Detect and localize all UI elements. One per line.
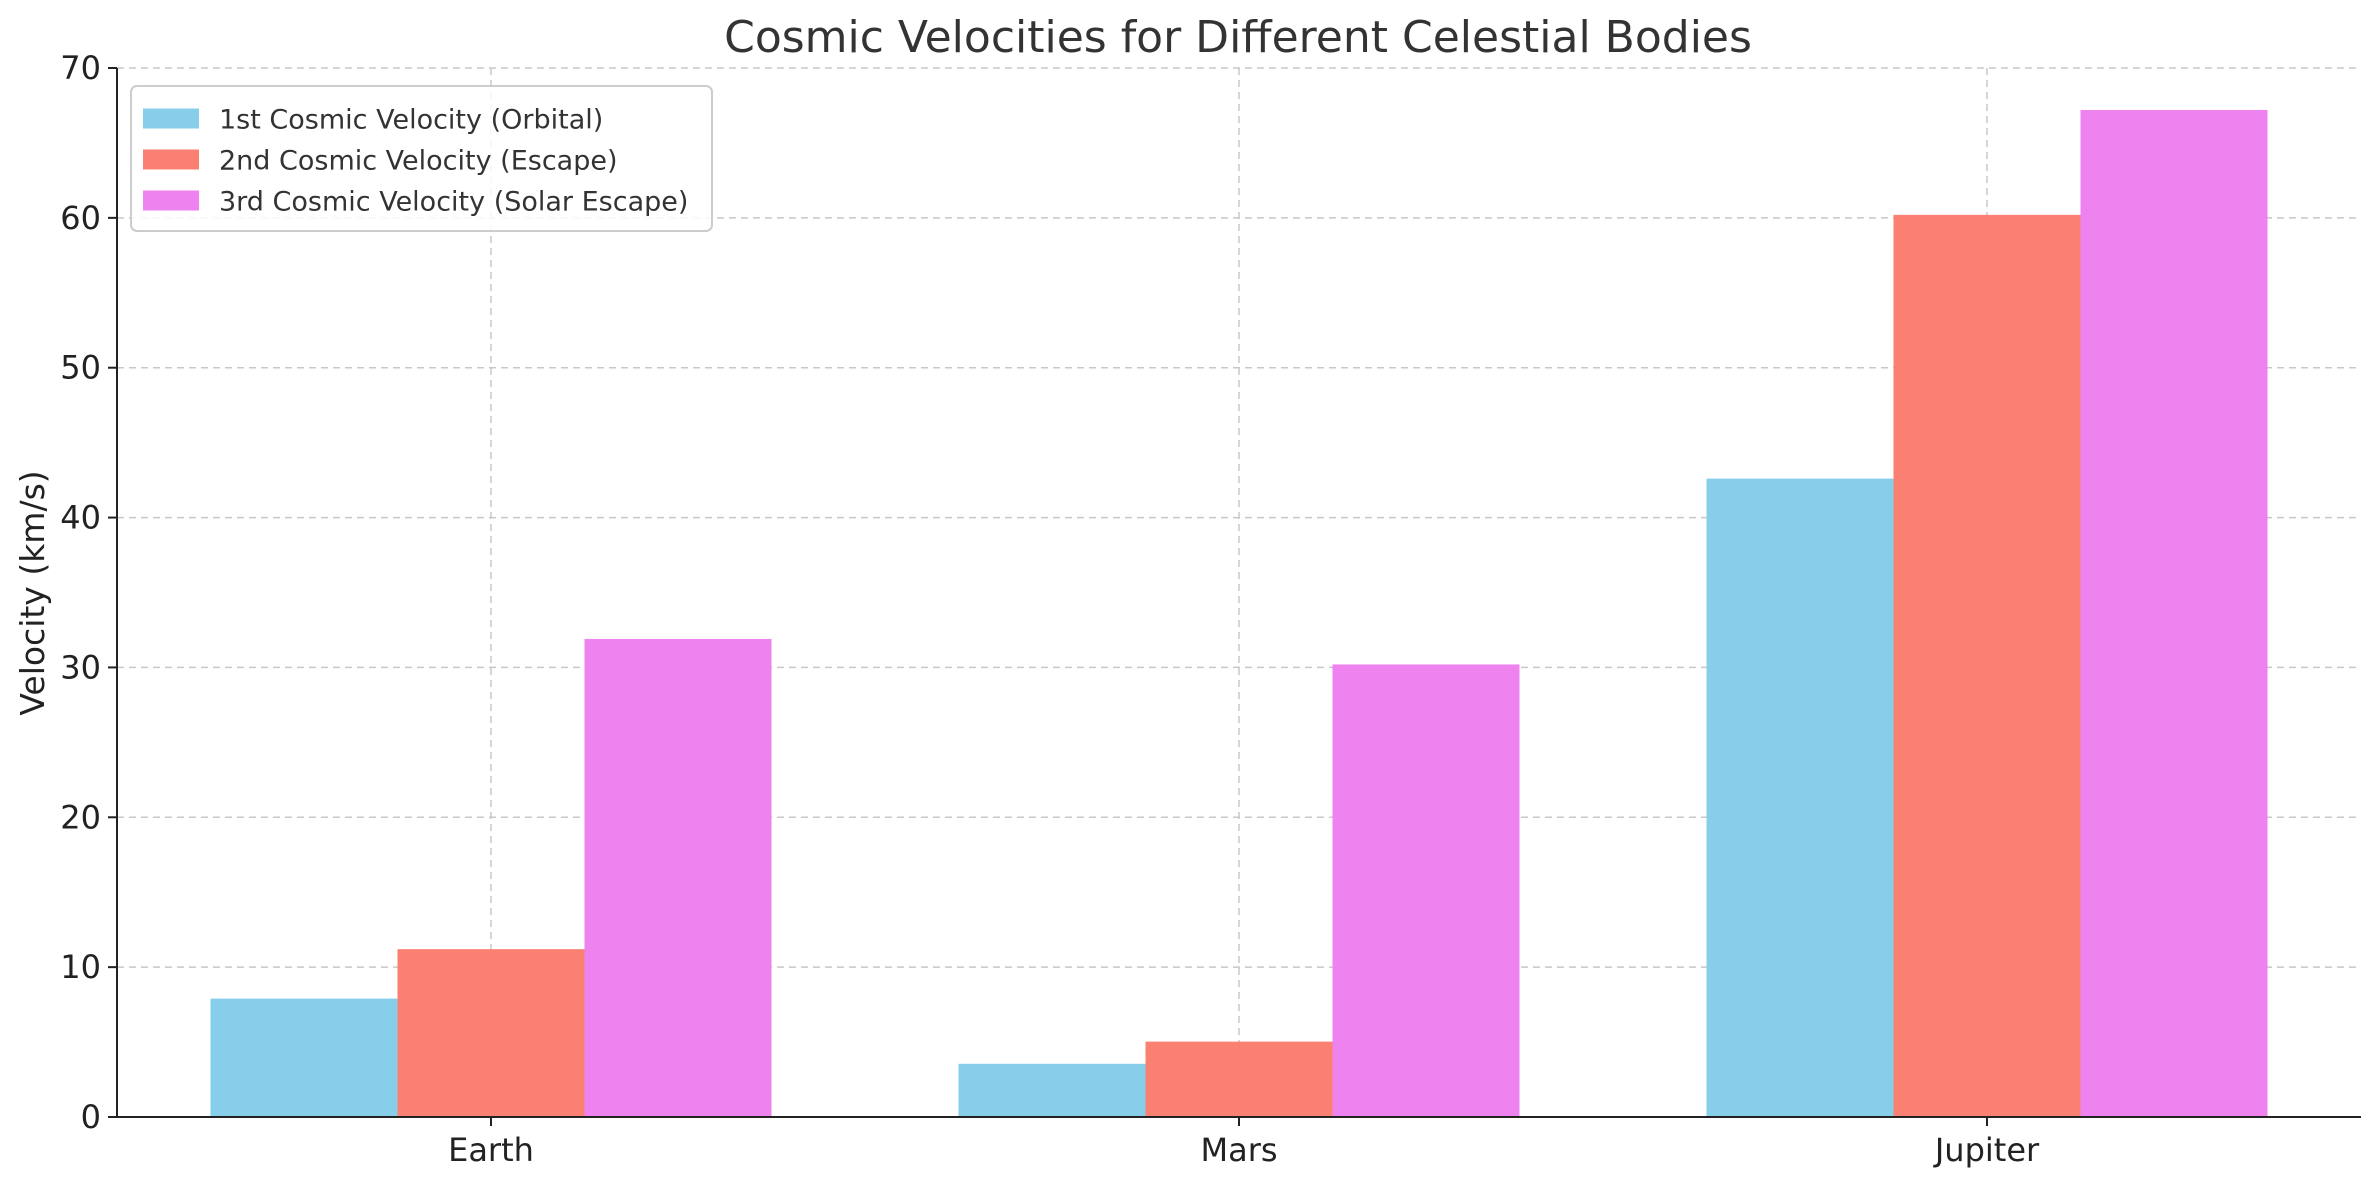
- legend-swatch: [143, 108, 199, 129]
- x-tick-label: Earth: [448, 1131, 534, 1169]
- bar: [397, 949, 585, 1117]
- legend: 1st Cosmic Velocity (Orbital) 2nd Cosmic …: [130, 85, 713, 232]
- bar: [958, 1063, 1146, 1117]
- y-tick-label: 60: [60, 199, 101, 237]
- legend-entry: 2nd Cosmic Velocity (Escape): [219, 146, 618, 177]
- bar: [1332, 664, 1520, 1117]
- x-tick-label: Jupiter: [1933, 1131, 2040, 1169]
- bar: [1893, 214, 2081, 1118]
- x-tick-label: Mars: [1200, 1131, 1277, 1169]
- legend-box: [130, 85, 713, 232]
- y-tick-label: 0: [81, 1098, 101, 1136]
- y-tick-label: 10: [60, 948, 101, 986]
- legend-swatch: [143, 190, 199, 211]
- bar: [210, 998, 398, 1117]
- y-tick-label: 50: [60, 349, 101, 387]
- bars: [210, 109, 2268, 1118]
- y-tick-label: 40: [60, 499, 101, 537]
- legend-entry: 1st Cosmic Velocity (Orbital): [219, 105, 603, 136]
- legend-entry: 3rd Cosmic Velocity (Solar Escape): [219, 187, 688, 218]
- legend-swatch: [143, 149, 199, 170]
- y-tick-label: 20: [60, 798, 101, 836]
- chart-title: Cosmic Velocities for Different Celestia…: [724, 12, 1752, 63]
- bar: [2080, 109, 2268, 1117]
- tick-labels: 0 10 20 30 40 50 60 70 Earth Mars Jupiter: [60, 49, 2040, 1169]
- bar: [584, 638, 772, 1117]
- axes: [108, 67, 2361, 1126]
- y-axis-label: Velocity (km/s): [13, 470, 52, 715]
- bar: [1706, 478, 1894, 1117]
- y-tick-label: 30: [60, 648, 101, 686]
- y-tick-label: 70: [60, 49, 101, 87]
- bar: [1145, 1041, 1333, 1117]
